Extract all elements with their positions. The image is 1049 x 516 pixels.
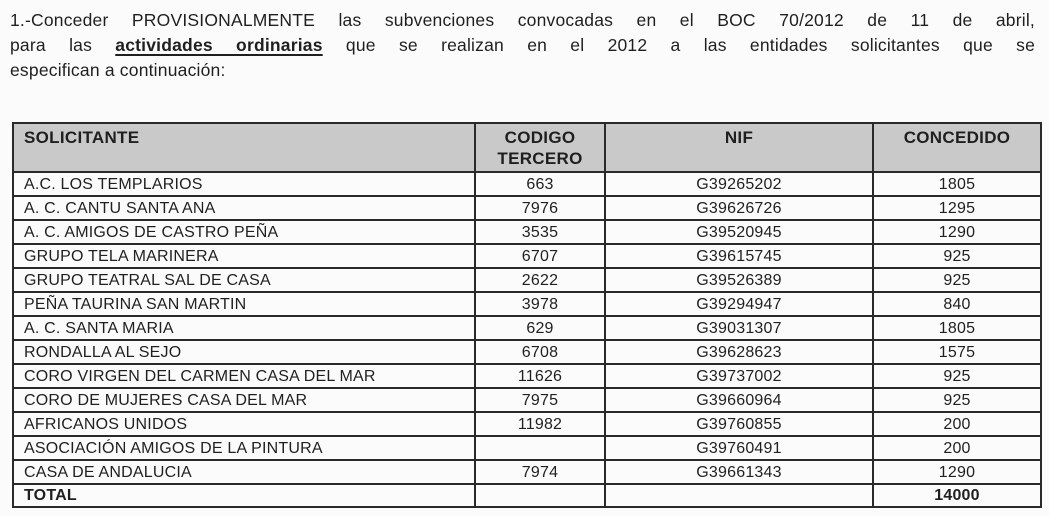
cell-codigo-tercero: 6707 [474, 243, 606, 269]
cell-concedido: 925 [872, 267, 1042, 293]
cell-solicitante: AFRICANOS UNIDOS [12, 411, 476, 437]
cell-concedido: 1290 [872, 219, 1042, 245]
total-row: TOTAL 14000 [12, 483, 1042, 508]
cell-codigo-tercero: 2622 [474, 267, 606, 293]
cell-nif: G39265202 [604, 171, 874, 197]
cell-codigo-tercero: 7975 [474, 387, 606, 413]
intro-line-2-post: que se realizan en el 2012 a las entidad… [322, 35, 1035, 55]
cell-nif: G39520945 [604, 219, 874, 245]
cell-solicitante: GRUPO TELA MARINERA [12, 243, 476, 269]
cell-nif: G39626726 [604, 195, 874, 221]
table-row: GRUPO TEATRAL SAL DE CASA 2622 G39526389… [12, 267, 1042, 293]
cell-solicitante: RONDALLA AL SEJO [12, 339, 476, 365]
cell-concedido: 1575 [872, 339, 1042, 365]
table-row: A. C. CANTU SANTA ANA 7976 G39626726 129… [12, 195, 1042, 221]
cell-concedido: 1290 [872, 459, 1042, 485]
cell-solicitante: A. C. CANTU SANTA ANA [12, 195, 476, 221]
intro-line-2-pre: para las [10, 35, 116, 55]
table-row: AFRICANOS UNIDOS 11982 G39760855 200 [12, 411, 1042, 437]
table-row: CORO VIRGEN DEL CARMEN CASA DEL MAR 1162… [12, 363, 1042, 389]
cell-codigo-tercero: 11982 [474, 411, 606, 437]
header-cell-solicitante: SOLICITANTE [12, 122, 476, 173]
cell-concedido: 1805 [872, 171, 1042, 197]
cell-codigo-tercero: 3535 [474, 219, 606, 245]
header-cell-nif: NIF [604, 122, 874, 173]
cell-codigo-tercero [474, 435, 606, 461]
cell-codigo-tercero: 7974 [474, 459, 606, 485]
table-row: PEÑA TAURINA SAN MARTIN 3978 G39294947 8… [12, 291, 1042, 317]
cell-nif: G39760855 [604, 411, 874, 437]
cell-concedido: 1295 [872, 195, 1042, 221]
cell-concedido: 925 [872, 363, 1042, 389]
cell-codigo-tercero: 6708 [474, 339, 606, 365]
cell-codigo-tercero: 3978 [474, 291, 606, 317]
total-label-cell: TOTAL [12, 483, 476, 508]
table-row: A.C. LOS TEMPLARIOS 663 G39265202 1805 [12, 171, 1042, 197]
cell-solicitante: A.C. LOS TEMPLARIOS [12, 171, 476, 197]
intro-emphasis-actividades-ordinarias: actividades ordinarias [115, 35, 323, 55]
cell-concedido: 200 [872, 435, 1042, 461]
header-cell-concedido: CONCEDIDO [872, 122, 1042, 173]
cell-codigo-tercero: 11626 [474, 363, 606, 389]
subsidies-table: SOLICITANTE CODIGO TERCERO NIF CONCEDIDO… [12, 122, 1042, 508]
table-header-row: SOLICITANTE CODIGO TERCERO NIF CONCEDIDO [12, 122, 1042, 173]
cell-codigo-tercero: 7976 [474, 195, 606, 221]
cell-concedido: 1805 [872, 315, 1042, 341]
cell-solicitante: CASA DE ANDALUCIA [12, 459, 476, 485]
table-body: A.C. LOS TEMPLARIOS 663 G39265202 1805 A… [12, 171, 1042, 485]
cell-concedido: 925 [872, 243, 1042, 269]
table-row: RONDALLA AL SEJO 6708 G39628623 1575 [12, 339, 1042, 365]
cell-solicitante: CORO DE MUJERES CASA DEL MAR [12, 387, 476, 413]
intro-line-2: para las actividades ordinarias que se r… [10, 33, 1035, 58]
cell-nif: G39031307 [604, 315, 874, 341]
table-row: CORO DE MUJERES CASA DEL MAR 7975 G39660… [12, 387, 1042, 413]
cell-concedido: 200 [872, 411, 1042, 437]
cell-solicitante: PEÑA TAURINA SAN MARTIN [12, 291, 476, 317]
intro-line-3: especifican a continuación: [10, 58, 1035, 83]
intro-line-1-text: 1.-Conceder PROVISIONALMENTE las subvenc… [10, 10, 1035, 30]
cell-solicitante: A. C. AMIGOS DE CASTRO PEÑA [12, 219, 476, 245]
cell-codigo-tercero: 629 [474, 315, 606, 341]
intro-line-1: 1.-Conceder PROVISIONALMENTE las subvenc… [10, 8, 1035, 33]
table-row: CASA DE ANDALUCIA 7974 G39661343 1290 [12, 459, 1042, 485]
cell-solicitante: GRUPO TEATRAL SAL DE CASA [12, 267, 476, 293]
cell-nif: G39660964 [604, 387, 874, 413]
cell-codigo-tercero: 663 [474, 171, 606, 197]
total-codigo-cell [474, 483, 606, 508]
intro-paragraph: 1.-Conceder PROVISIONALMENTE las subvenc… [0, 0, 1049, 83]
cell-nif: G39615745 [604, 243, 874, 269]
cell-nif: G39737002 [604, 363, 874, 389]
table-row: A. C. AMIGOS DE CASTRO PEÑA 3535 G395209… [12, 219, 1042, 245]
cell-nif: G39294947 [604, 291, 874, 317]
cell-concedido: 925 [872, 387, 1042, 413]
cell-solicitante: A. C. SANTA MARIA [12, 315, 476, 341]
cell-solicitante: CORO VIRGEN DEL CARMEN CASA DEL MAR [12, 363, 476, 389]
cell-concedido: 840 [872, 291, 1042, 317]
total-value-cell: 14000 [872, 483, 1042, 508]
cell-nif: G39760491 [604, 435, 874, 461]
cell-nif: G39526389 [604, 267, 874, 293]
cell-nif: G39661343 [604, 459, 874, 485]
table-row: ASOCIACIÓN AMIGOS DE LA PINTURA G3976049… [12, 435, 1042, 461]
table-row: GRUPO TELA MARINERA 6707 G39615745 925 [12, 243, 1042, 269]
cell-nif: G39628623 [604, 339, 874, 365]
header-cell-codigo-tercero: CODIGO TERCERO [474, 122, 606, 173]
table-row: A. C. SANTA MARIA 629 G39031307 1805 [12, 315, 1042, 341]
total-nif-cell [604, 483, 874, 508]
intro-line-3-text: especifican a continuación: [10, 60, 226, 80]
cell-solicitante: ASOCIACIÓN AMIGOS DE LA PINTURA [12, 435, 476, 461]
